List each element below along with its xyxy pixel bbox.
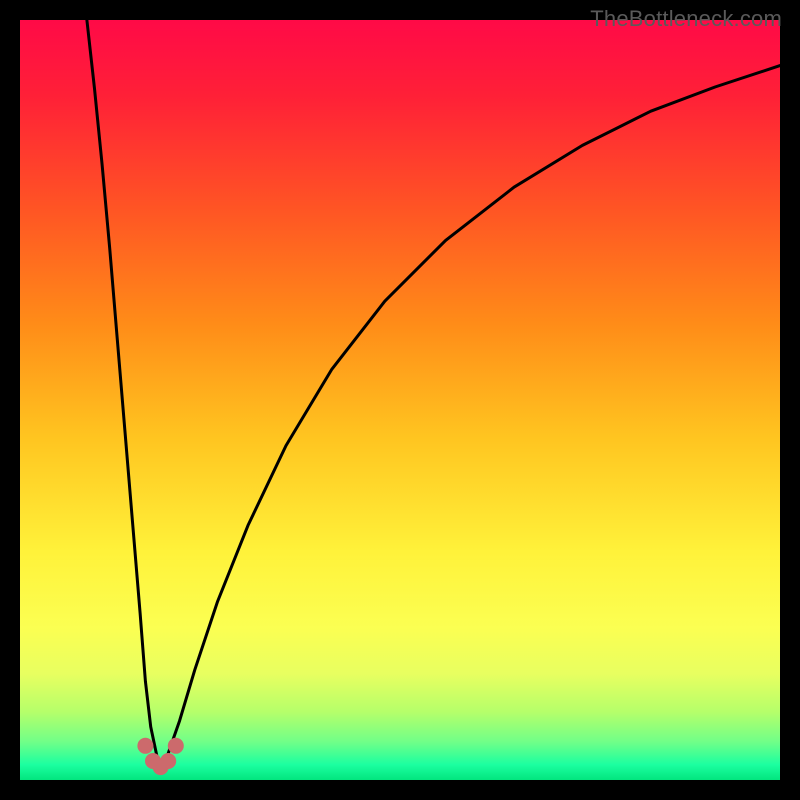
- curve-marker: [168, 738, 184, 754]
- chart-svg: [0, 0, 800, 800]
- curve-marker: [137, 738, 153, 754]
- curve-marker: [160, 753, 176, 769]
- watermark-text: TheBottleneck.com: [590, 6, 782, 32]
- gradient-background: [20, 20, 780, 780]
- bottleneck-chart: TheBottleneck.com: [0, 0, 800, 800]
